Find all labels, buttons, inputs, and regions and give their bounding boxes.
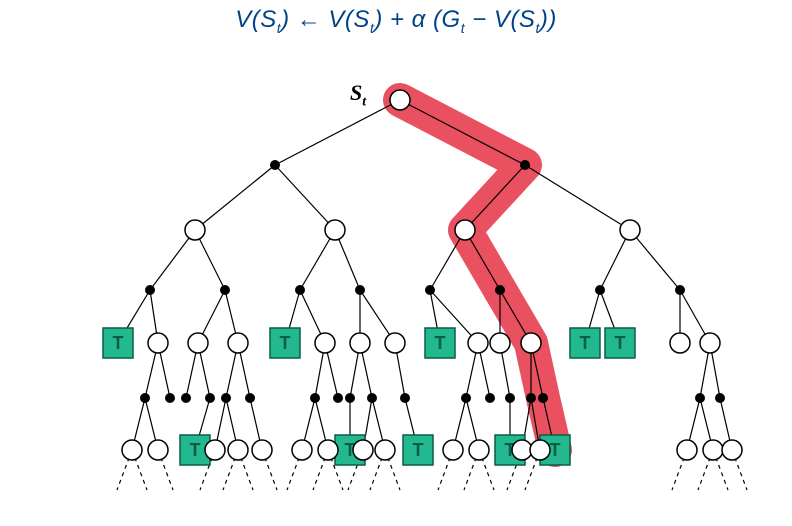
state-node [722, 440, 742, 460]
action-node [205, 393, 215, 403]
backup-tree-diagram: TTTTTTTTTT [0, 40, 792, 526]
state-node [148, 440, 168, 460]
action-node [145, 285, 155, 295]
tree-edge [195, 165, 275, 230]
state-node [455, 220, 475, 240]
action-node [140, 393, 150, 403]
action-node [526, 393, 536, 403]
tree-edge [275, 165, 335, 230]
equation-text: V(St) ← V(St) + α (Gt − V(St)) [235, 6, 557, 33]
state-node [353, 440, 373, 460]
state-node [228, 333, 248, 353]
tree-edge [275, 100, 400, 165]
action-node [333, 393, 343, 403]
action-node [675, 285, 685, 295]
state-node [670, 333, 690, 353]
action-node [425, 285, 435, 295]
terminal-node-label: T [413, 440, 424, 460]
state-node [468, 333, 488, 353]
state-node [148, 333, 168, 353]
action-node [520, 160, 530, 170]
state-node [620, 220, 640, 240]
action-node [355, 285, 365, 295]
state-node [521, 333, 541, 353]
state-node [315, 333, 335, 353]
action-node [595, 285, 605, 295]
action-node [270, 160, 280, 170]
state-node [350, 333, 370, 353]
update-equation: V(St) ← V(St) + α (Gt − V(St)) [0, 0, 792, 36]
action-node [165, 393, 175, 403]
terminal-node-label: T [615, 333, 626, 353]
state-node [469, 440, 489, 460]
action-node [221, 393, 231, 403]
action-node [220, 285, 230, 295]
state-node [252, 440, 272, 460]
state-node [325, 220, 345, 240]
state-node [122, 440, 142, 460]
action-node [495, 285, 505, 295]
action-node [505, 393, 515, 403]
terminal-node-label: T [113, 333, 124, 353]
tree-edge [400, 100, 525, 165]
terminal-node-label: T [280, 333, 291, 353]
state-node [390, 90, 410, 110]
action-node [367, 393, 377, 403]
state-node [530, 440, 550, 460]
terminal-node-label: T [435, 333, 446, 353]
action-node [181, 393, 191, 403]
action-node [715, 393, 725, 403]
terminal-node-label: T [550, 440, 561, 460]
state-node [703, 440, 723, 460]
action-node [345, 393, 355, 403]
state-node [512, 440, 532, 460]
tree-edge [630, 230, 680, 290]
action-node [245, 393, 255, 403]
action-node [310, 393, 320, 403]
action-node [295, 285, 305, 295]
action-node [485, 393, 495, 403]
state-node [375, 440, 395, 460]
action-node [538, 393, 548, 403]
state-node [205, 440, 225, 460]
state-node [228, 440, 248, 460]
state-node [490, 333, 510, 353]
state-node [292, 440, 312, 460]
action-node [400, 393, 410, 403]
state-node [443, 440, 463, 460]
state-node [188, 333, 208, 353]
state-node [700, 333, 720, 353]
terminal-node-label: T [190, 440, 201, 460]
terminal-node-label: T [580, 333, 591, 353]
action-node [695, 393, 705, 403]
state-node [318, 440, 338, 460]
state-node [677, 440, 697, 460]
state-node [185, 220, 205, 240]
tree-edge [150, 230, 195, 290]
tree-edge [525, 165, 630, 230]
action-node [461, 393, 471, 403]
state-node [385, 333, 405, 353]
